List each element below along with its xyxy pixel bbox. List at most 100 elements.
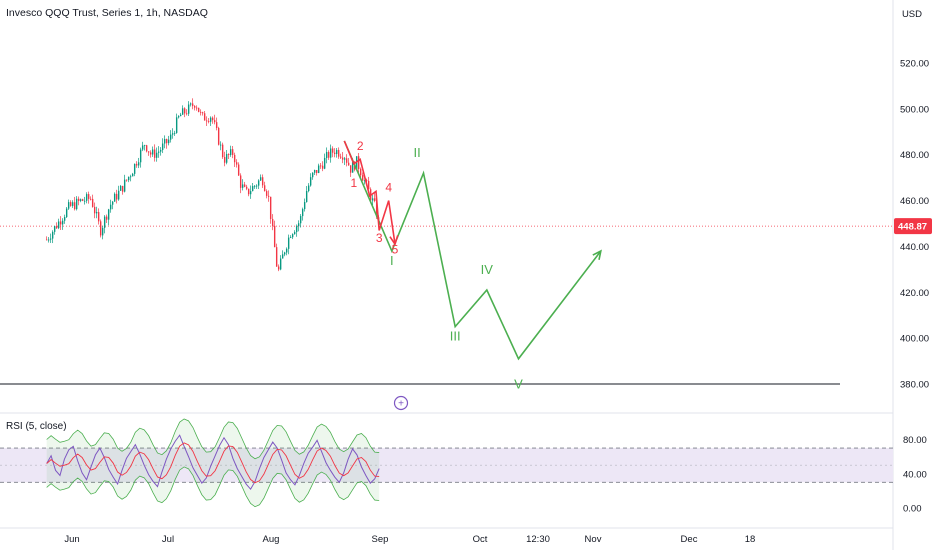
candle-body bbox=[165, 139, 168, 144]
candle-body bbox=[173, 132, 176, 134]
candle-body bbox=[329, 148, 332, 158]
candle-body bbox=[197, 107, 200, 112]
candle-body bbox=[115, 193, 118, 200]
candle-body bbox=[49, 238, 52, 240]
candle-body bbox=[89, 198, 92, 200]
candle-body bbox=[77, 198, 80, 201]
time-tick-label: 18 bbox=[745, 534, 756, 545]
candle-body bbox=[167, 139, 170, 144]
candle-body bbox=[85, 194, 88, 201]
candle-body bbox=[177, 116, 180, 118]
wave-red-path bbox=[343, 140, 396, 245]
candle-body bbox=[321, 165, 324, 169]
candle-body bbox=[239, 175, 242, 188]
candle-body bbox=[193, 106, 196, 108]
candle-body bbox=[269, 196, 272, 219]
plus-icon: + bbox=[398, 399, 404, 410]
candle-body bbox=[107, 209, 110, 220]
candle-body bbox=[163, 139, 166, 144]
time-tick-label: Dec bbox=[681, 534, 698, 545]
wave-red-arrowhead bbox=[389, 235, 399, 246]
candle-body bbox=[365, 180, 368, 182]
candle-body bbox=[161, 143, 164, 150]
candle-body bbox=[343, 158, 346, 160]
candle-body bbox=[219, 144, 222, 146]
wave-green-label: V bbox=[514, 377, 523, 392]
candle-body bbox=[347, 162, 350, 166]
rsi-tick-label: 40.00 bbox=[903, 469, 927, 480]
candle-body bbox=[61, 220, 64, 225]
wave-red-label: 5 bbox=[392, 242, 399, 256]
last-price-value: 448.87 bbox=[898, 222, 927, 233]
candle-body bbox=[83, 200, 86, 202]
rsi-bb-fill bbox=[46, 418, 380, 507]
candle-body bbox=[295, 226, 298, 233]
candle-body bbox=[235, 162, 238, 165]
candle-body bbox=[293, 232, 296, 235]
candle-body bbox=[281, 254, 284, 259]
rsi-bb-lower bbox=[46, 466, 380, 508]
candle-body bbox=[47, 239, 50, 241]
candle-body bbox=[199, 111, 202, 113]
candle-body bbox=[351, 162, 354, 173]
candle-body bbox=[251, 186, 254, 192]
candle-body bbox=[359, 168, 362, 176]
candle-body bbox=[73, 202, 76, 210]
candle-body bbox=[345, 158, 348, 163]
wave-green-label: II bbox=[414, 145, 421, 160]
candle-body bbox=[349, 165, 352, 173]
rsi-indicator-label[interactable]: RSI (5, close) bbox=[6, 421, 67, 432]
candle-body bbox=[151, 149, 154, 155]
candle-body bbox=[273, 225, 276, 248]
candle-body bbox=[207, 121, 210, 122]
candle-body bbox=[141, 145, 144, 150]
candle-body bbox=[153, 149, 156, 158]
time-tick-label: Sep bbox=[372, 534, 389, 545]
candle-body bbox=[297, 223, 300, 227]
price-tick-label: 480.00 bbox=[900, 150, 929, 161]
candle-body bbox=[257, 180, 260, 186]
candle-body bbox=[101, 227, 104, 236]
candle-body bbox=[157, 151, 160, 153]
candle-body bbox=[93, 206, 96, 214]
last-price-badge bbox=[894, 218, 932, 235]
candle-body bbox=[317, 165, 320, 174]
candle-body bbox=[91, 198, 94, 207]
candle-body bbox=[305, 191, 308, 203]
candle-body bbox=[263, 185, 266, 192]
rsi-ma-line bbox=[46, 442, 380, 484]
wave-green-label: III bbox=[450, 328, 461, 343]
time-tick-label: Nov bbox=[585, 534, 602, 545]
candle-body bbox=[303, 202, 306, 210]
candle-body bbox=[119, 185, 122, 191]
candle-body bbox=[341, 157, 344, 160]
candle-body bbox=[205, 120, 208, 122]
time-tick-label: Aug bbox=[263, 534, 280, 545]
candle-body bbox=[143, 145, 146, 147]
candle-body bbox=[267, 195, 270, 197]
candle-body bbox=[75, 198, 78, 210]
candle-body bbox=[65, 208, 68, 218]
candle-body bbox=[123, 179, 126, 192]
candle-body bbox=[183, 108, 186, 114]
candle-body bbox=[221, 144, 224, 158]
candle-body bbox=[363, 180, 366, 182]
candle-body bbox=[227, 154, 230, 155]
add-event-button[interactable] bbox=[393, 395, 409, 411]
candle-body bbox=[337, 149, 340, 157]
candle-body bbox=[315, 169, 318, 174]
candle-body bbox=[361, 175, 364, 181]
candle-body bbox=[121, 185, 124, 192]
candle-body bbox=[79, 199, 82, 201]
currency-label[interactable]: USD bbox=[901, 9, 922, 20]
candle-body bbox=[313, 169, 316, 173]
candle-body bbox=[179, 114, 182, 117]
price-tick-label: 460.00 bbox=[900, 196, 929, 207]
candle-body bbox=[223, 157, 226, 163]
rsi-line bbox=[46, 434, 380, 491]
candle-body bbox=[355, 156, 358, 170]
candle-body bbox=[309, 177, 312, 186]
time-tick-label: Jul bbox=[162, 534, 174, 545]
candle-body bbox=[133, 163, 136, 174]
